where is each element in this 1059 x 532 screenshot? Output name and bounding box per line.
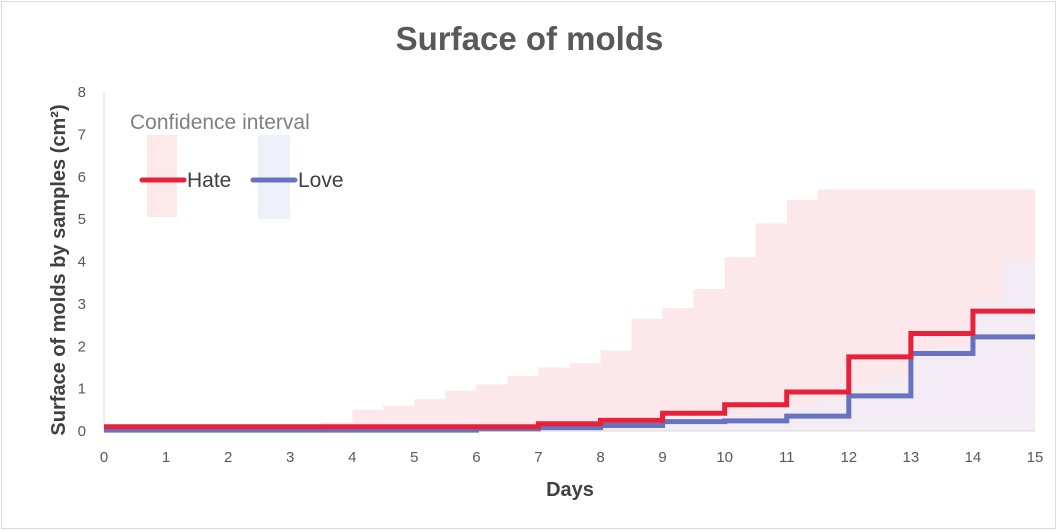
x-tick-label: 4 <box>348 449 356 466</box>
x-tick-label: 13 <box>903 449 920 466</box>
x-axis-title: Days <box>546 479 594 501</box>
legend-label-love: Love <box>298 169 344 192</box>
x-tick-label: 5 <box>410 449 418 466</box>
legend-band-hate <box>147 135 177 217</box>
y-tick-label: 7 <box>78 126 86 143</box>
y-tick-label: 1 <box>78 381 86 398</box>
chart-title: Surface of molds <box>395 20 664 57</box>
x-tick-label: 10 <box>716 449 733 466</box>
x-tick-label: 11 <box>779 449 795 466</box>
y-tick-label: 4 <box>78 254 86 271</box>
confidence-band-hate <box>104 189 1035 431</box>
y-tick-label: 8 <box>78 84 86 101</box>
y-tick-label: 0 <box>78 423 86 440</box>
x-tick-label: 3 <box>286 449 294 466</box>
confidence-band-love <box>104 259 1035 431</box>
legend-label-hate: Hate <box>187 169 231 192</box>
x-tick-label: 14 <box>965 449 982 466</box>
y-tick-label: 6 <box>78 169 86 186</box>
y-tick-label: 3 <box>78 296 86 313</box>
legend: Confidence interval Hate Love <box>130 111 344 219</box>
x-tick-label: 6 <box>472 449 480 466</box>
x-tick-label: 15 <box>1027 449 1044 466</box>
y-axis-title: Surface of molds by samples (cm²) <box>48 104 70 435</box>
x-tick-label: 9 <box>658 449 666 466</box>
x-tick-label: 8 <box>596 449 604 466</box>
legend-title: Confidence interval <box>130 111 310 134</box>
legend-band-love <box>258 135 290 219</box>
y-tick-label: 2 <box>78 338 86 355</box>
x-tick-label: 7 <box>534 449 542 466</box>
confidence-bands <box>104 189 1035 431</box>
x-tick-label: 12 <box>840 449 857 466</box>
series-lines <box>104 308 1035 433</box>
y-tick-label: 5 <box>78 211 86 228</box>
x-tick-label: 0 <box>100 449 108 466</box>
x-tick-label: 2 <box>224 449 232 466</box>
series-line-hate <box>104 308 1035 430</box>
series-line-love <box>104 334 1035 433</box>
x-tick-label: 1 <box>162 449 170 466</box>
